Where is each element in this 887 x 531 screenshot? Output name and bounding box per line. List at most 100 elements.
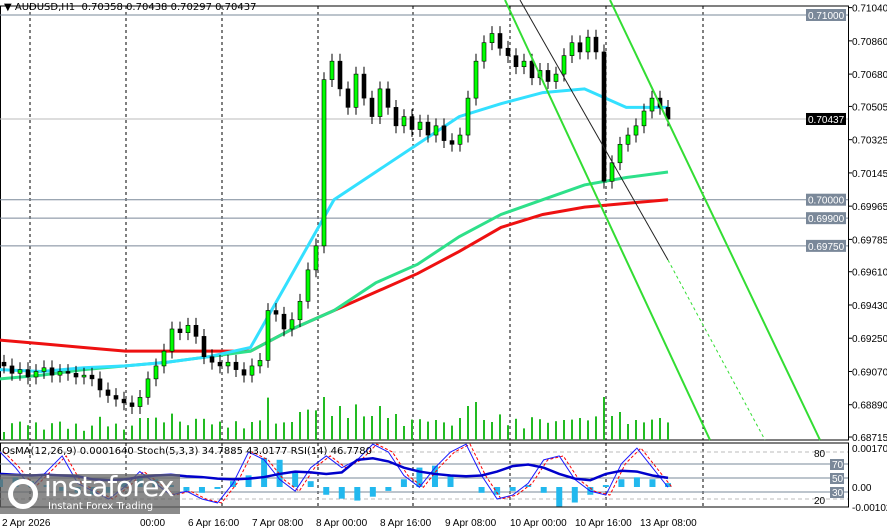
candle-body	[73, 373, 79, 378]
price-level-badge	[806, 193, 846, 206]
time-axis-label: 6 Apr 16:00	[188, 518, 240, 529]
time-axis-label: 2 Apr 2026	[2, 518, 51, 529]
candle-body	[633, 125, 639, 136]
candle-body	[153, 365, 159, 380]
osma-bar	[307, 481, 314, 487]
osma-bar	[602, 485, 609, 487]
candle-body	[265, 310, 271, 361]
indicator-axis-label: 30	[832, 488, 844, 499]
price-tick-label: 0.69965	[852, 202, 887, 213]
candle-body	[49, 367, 55, 376]
candle-body	[81, 374, 87, 378]
candle-body	[369, 97, 375, 117]
osma-bar	[494, 487, 501, 495]
candle-body	[233, 361, 239, 370]
candle-body	[345, 88, 351, 108]
candle-body	[273, 310, 279, 315]
candle-body	[241, 369, 247, 376]
instaforex-logo: instaforex Instant Forex Trading	[0, 471, 180, 514]
candle-body	[305, 269, 311, 302]
indicator-axis-label: 0.001702	[852, 444, 887, 455]
price-tick-label: 0.70505	[852, 102, 887, 113]
trend-line-dark	[519, 0, 669, 261]
indicator-axis-label: -0.001020	[852, 503, 887, 514]
candle-body	[225, 361, 231, 367]
time-axis-label: 10 Apr 00:00	[510, 518, 567, 529]
candle-body	[625, 134, 631, 145]
candle-body	[585, 36, 591, 53]
candle-body	[617, 143, 623, 164]
candle-body	[97, 378, 103, 391]
osma-bar	[525, 485, 532, 487]
time-axis-label: 8 Apr 00:00	[316, 518, 368, 529]
candle-body	[41, 367, 47, 372]
candle-body	[649, 97, 655, 112]
indicator-level-badge	[830, 487, 844, 498]
price-level-badge	[806, 239, 846, 252]
candle-body	[561, 55, 567, 75]
candle-body	[577, 42, 583, 53]
candle-body	[321, 79, 327, 247]
candle-body	[25, 369, 31, 378]
candle-body	[433, 125, 439, 136]
price-level-label: 0.69750	[808, 242, 845, 253]
candle-body	[425, 121, 431, 136]
candle-body	[193, 324, 199, 337]
indicator-axis-label: 80	[814, 449, 826, 460]
price-tick-label: 0.69610	[852, 268, 887, 279]
time-axis-label: 10 Apr 16:00	[575, 518, 632, 529]
osma-bar	[198, 487, 205, 493]
candle-body	[121, 398, 127, 404]
ma-fast-line	[0, 87, 668, 373]
candle-body	[177, 328, 183, 333]
main-panel-frame	[0, 5, 849, 441]
time-axis-label: 8 Apr 16:00	[380, 518, 432, 529]
osma-bar	[633, 477, 640, 487]
candle-body	[145, 378, 151, 398]
candle-body	[601, 51, 607, 182]
candle-body	[329, 60, 335, 80]
candle-body	[481, 42, 487, 62]
current-price-label: 0.70437	[808, 115, 845, 126]
time-axis-label: 9 Apr 08:00	[445, 518, 497, 529]
candle-body	[337, 60, 343, 90]
candle-body	[505, 47, 511, 56]
candle-body	[297, 300, 303, 321]
osma-bar	[509, 487, 516, 491]
candle-body	[593, 36, 599, 53]
osma-bar	[385, 487, 392, 491]
candle-body	[33, 371, 39, 378]
candle-body	[473, 60, 479, 99]
candle-body	[521, 60, 527, 68]
candle-body	[201, 336, 207, 357]
osma-bar	[369, 487, 376, 497]
price-tick-label: 0.68890	[852, 401, 887, 412]
price-level-label: 0.70000	[808, 196, 845, 207]
candle-body	[105, 389, 111, 396]
candle-body	[441, 125, 447, 141]
time-axis-label: 7 Apr 08:00	[252, 518, 304, 529]
price-level-label: 0.69900	[808, 214, 845, 225]
candle-body	[217, 361, 223, 367]
candle-body	[545, 70, 551, 82]
candle-body	[9, 365, 15, 374]
candle-body	[377, 88, 383, 117]
chart-title: ▼ AUDUSD,H1 0.70358 0.70438 0.70297 0.70…	[4, 2, 257, 13]
candle-body	[113, 395, 119, 400]
price-tick-label: 0.69430	[852, 301, 887, 312]
trend-channel-upper	[609, 0, 821, 441]
trend-channel-lower	[504, 0, 711, 441]
osma-bar	[183, 487, 190, 491]
candle-body	[465, 97, 471, 136]
osma-bar	[431, 465, 438, 487]
osma-bar	[478, 487, 485, 493]
candle-body	[449, 140, 455, 145]
price-tick-label: 0.68715	[852, 433, 887, 444]
candle-body	[641, 110, 647, 127]
candle-body	[529, 60, 535, 79]
candle-body	[169, 328, 175, 352]
logo-icon	[8, 479, 38, 509]
candle-body	[569, 42, 575, 56]
time-axis-label: 00:00	[140, 518, 165, 529]
